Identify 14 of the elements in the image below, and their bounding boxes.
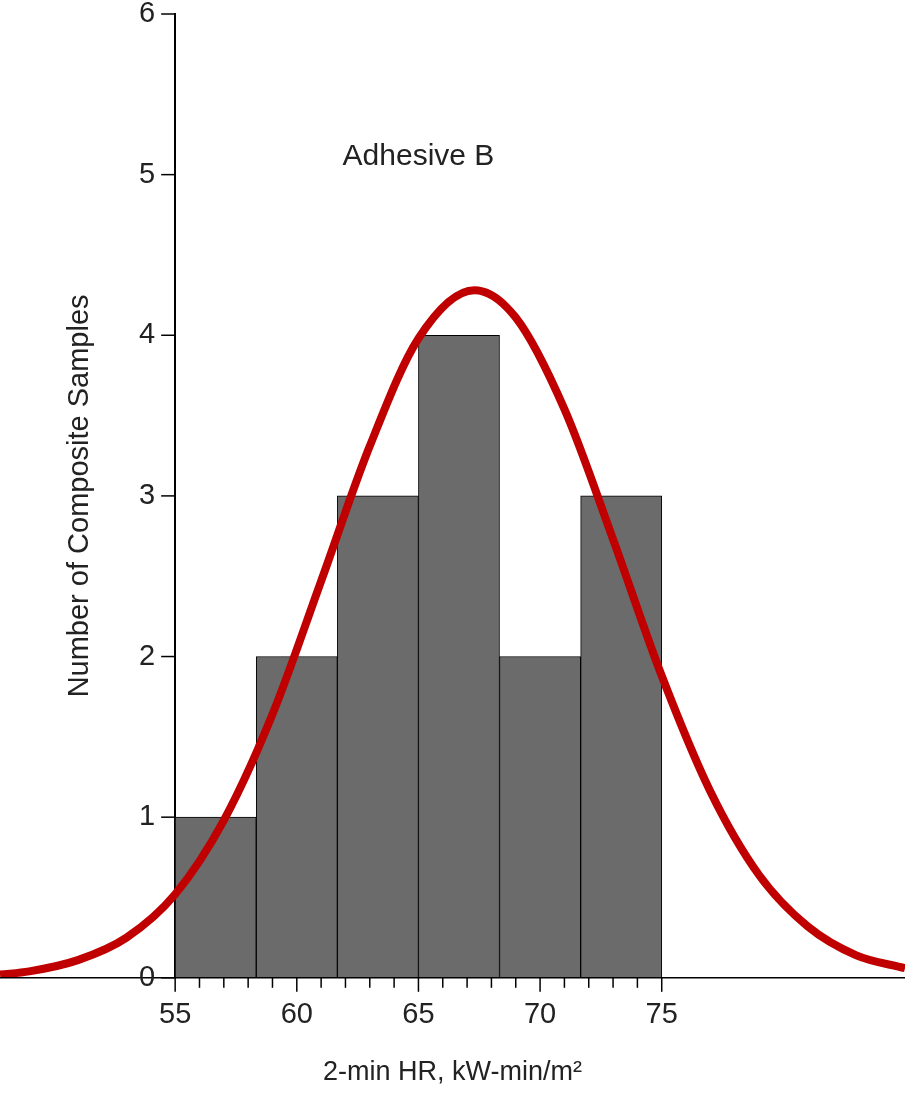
y-tick-label: 5 [139,156,156,189]
y-tick-label: 2 [139,638,156,671]
x-axis-title: 2-min HR, kW-min/m² [323,1056,582,1087]
x-tick-label: 55 [159,997,192,1030]
y-axis-title: Number of Composite Samples [62,294,95,698]
y-tick-label: 1 [139,799,156,832]
y-tick-label: 4 [139,317,156,350]
x-tick-label: 70 [523,997,557,1030]
y-tick-label: 6 [139,0,156,28]
y-tick-label: 3 [139,477,156,510]
text: Adhesive B [342,137,495,171]
x-tick-label: 65 [402,997,435,1030]
x-tick-label: 75 [645,997,678,1030]
x-tick-label: 60 [280,997,313,1030]
